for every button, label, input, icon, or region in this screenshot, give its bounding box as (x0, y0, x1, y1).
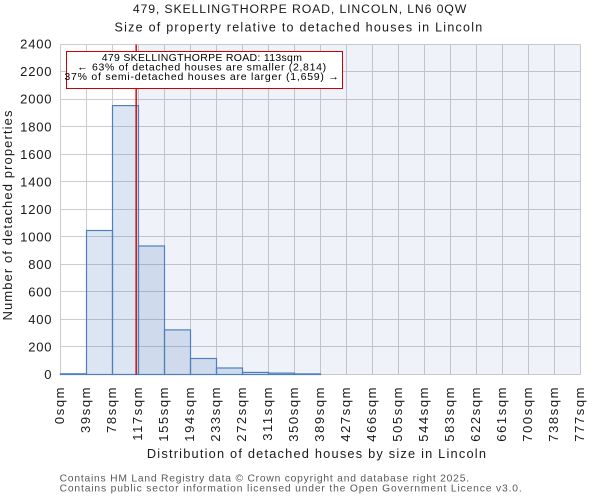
svg-text:Number of detached properties: Number of detached properties (0, 109, 15, 320)
svg-text:1600: 1600 (20, 147, 52, 162)
svg-text:777sqm: 777sqm (572, 386, 587, 442)
svg-text:311sqm: 311sqm (260, 386, 275, 441)
svg-text:Size of property relative to d: Size of property relative to detached ho… (115, 20, 484, 34)
svg-text:233sqm: 233sqm (208, 386, 223, 442)
svg-text:661sqm: 661sqm (494, 386, 509, 442)
svg-text:155sqm: 155sqm (156, 386, 171, 442)
svg-text:200: 200 (28, 340, 52, 355)
svg-text:194sqm: 194sqm (182, 386, 197, 442)
svg-text:← 63% of detached houses are s: ← 63% of detached houses are smaller (2,… (77, 61, 327, 73)
svg-text:505sqm: 505sqm (390, 386, 405, 442)
svg-text:Contains public sector informa: Contains public sector information licen… (60, 484, 523, 495)
svg-text:1000: 1000 (20, 229, 52, 244)
svg-text:479 SKELLINGTHORPE ROAD: 113sq: 479 SKELLINGTHORPE ROAD: 113sqm (102, 52, 303, 64)
svg-text:Distribution of detached house: Distribution of detached houses by size … (147, 446, 487, 461)
svg-text:600: 600 (28, 285, 52, 300)
svg-text:479, SKELLINGTHORPE ROAD, LINC: 479, SKELLINGTHORPE ROAD, LINCOLN, LN6 0… (133, 2, 467, 16)
svg-text:583sqm: 583sqm (442, 386, 457, 442)
svg-text:800: 800 (28, 257, 52, 272)
svg-text:350sqm: 350sqm (286, 386, 301, 442)
svg-text:400: 400 (28, 312, 52, 327)
svg-text:0sqm: 0sqm (52, 386, 67, 424)
svg-text:2400: 2400 (20, 37, 52, 52)
svg-text:1800: 1800 (20, 119, 52, 134)
svg-text:389sqm: 389sqm (312, 386, 327, 442)
svg-text:2000: 2000 (20, 92, 52, 107)
svg-text:2200: 2200 (20, 64, 52, 79)
svg-text:738sqm: 738sqm (546, 386, 561, 442)
svg-text:427sqm: 427sqm (338, 386, 353, 442)
svg-text:622sqm: 622sqm (468, 386, 483, 442)
svg-text:117sqm: 117sqm (130, 386, 145, 441)
svg-text:1200: 1200 (20, 202, 52, 217)
svg-text:39sqm: 39sqm (78, 386, 93, 433)
svg-text:544sqm: 544sqm (416, 386, 431, 442)
svg-text:0: 0 (44, 367, 52, 382)
svg-text:700sqm: 700sqm (520, 386, 535, 442)
svg-text:78sqm: 78sqm (104, 386, 119, 433)
svg-text:466sqm: 466sqm (364, 386, 379, 442)
svg-text:Contains HM Land Registry data: Contains HM Land Registry data © Crown c… (60, 474, 470, 485)
svg-text:272sqm: 272sqm (234, 386, 249, 442)
svg-text:37% of semi-detached houses ar: 37% of semi-detached houses are larger (… (64, 71, 339, 83)
svg-text:1400: 1400 (20, 174, 52, 189)
